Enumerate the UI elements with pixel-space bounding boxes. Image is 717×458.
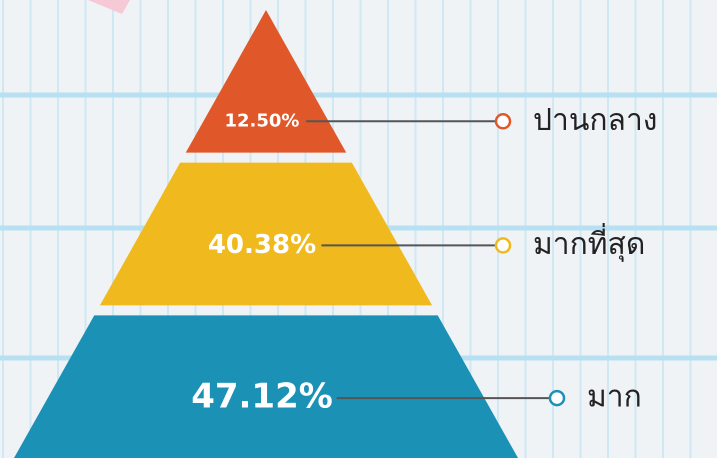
category-label: มาก xyxy=(587,380,642,415)
legend-marker xyxy=(548,389,566,407)
value-label: 47.12% xyxy=(191,377,333,417)
pyramid-segment xyxy=(14,315,518,458)
pyramid-segment xyxy=(99,162,433,306)
value-label: 12.50% xyxy=(225,110,300,131)
category-label: มากที่สุด xyxy=(533,223,645,263)
pyramid: 12.50% ปานกลาง 40.38% มากที่สุด 47.12% มาก xyxy=(14,10,657,458)
legend-marker xyxy=(494,237,512,254)
decoration xyxy=(88,0,130,14)
value-label: 40.38% xyxy=(208,230,316,260)
category-label: ปานกลาง xyxy=(533,103,657,138)
pyramid-segment xyxy=(185,10,347,153)
legend-marker xyxy=(494,113,512,130)
